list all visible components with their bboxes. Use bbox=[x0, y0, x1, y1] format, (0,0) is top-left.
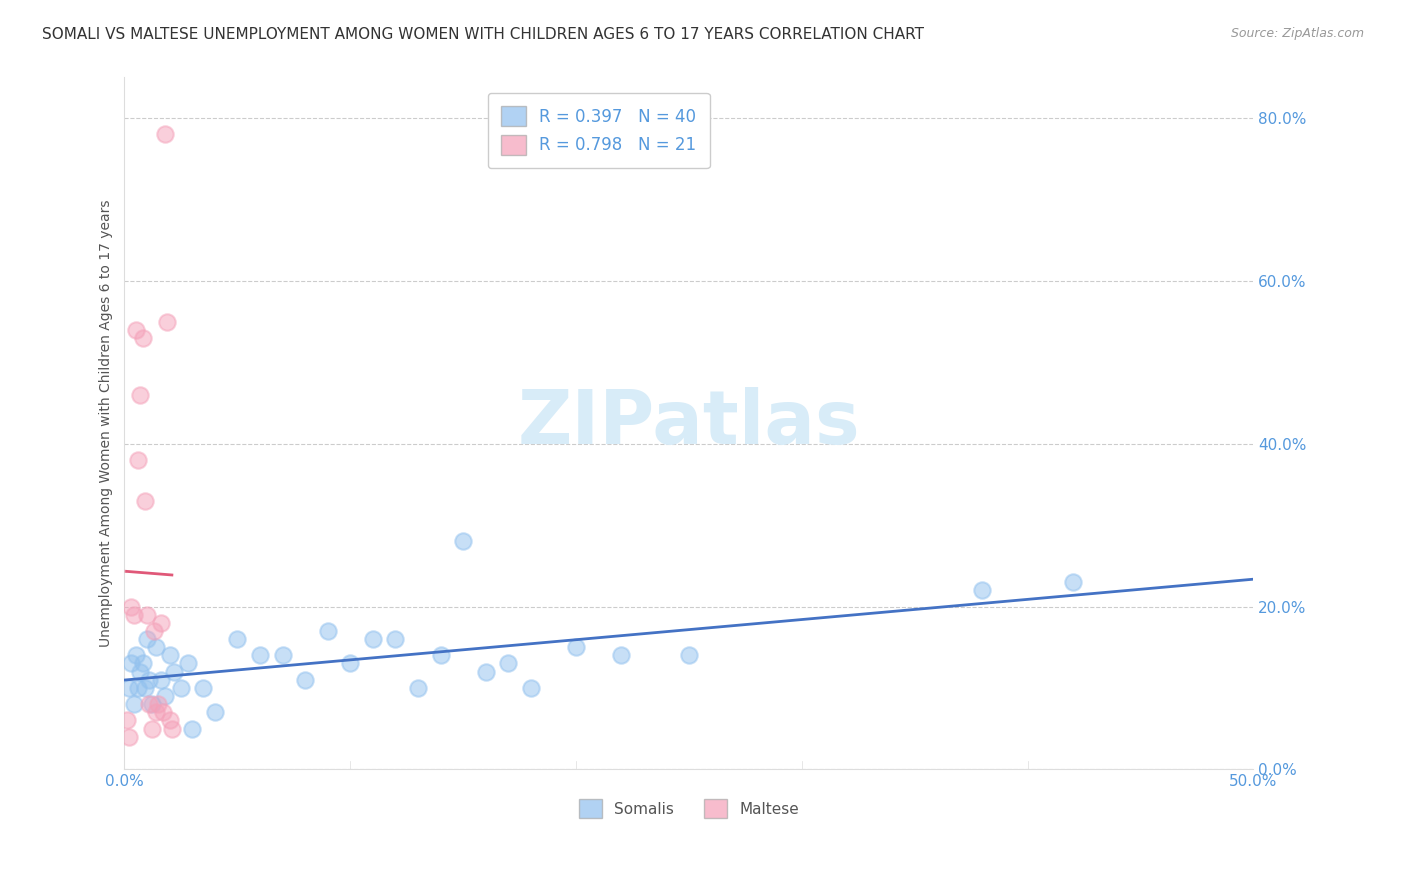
Point bbox=[1062, 575, 1084, 590]
Point bbox=[610, 648, 633, 663]
Point bbox=[122, 697, 145, 711]
Point bbox=[148, 697, 170, 711]
Point bbox=[163, 665, 186, 679]
Point bbox=[145, 706, 167, 720]
Point bbox=[226, 632, 249, 646]
Y-axis label: Unemployment Among Women with Children Ages 6 to 17 years: Unemployment Among Women with Children A… bbox=[100, 200, 114, 647]
Point bbox=[152, 706, 174, 720]
Point bbox=[156, 315, 179, 329]
Point bbox=[361, 632, 384, 646]
Point bbox=[474, 665, 496, 679]
Point bbox=[249, 648, 271, 663]
Point bbox=[127, 681, 149, 695]
Point bbox=[565, 640, 588, 655]
Point bbox=[153, 128, 176, 142]
Point bbox=[496, 657, 519, 671]
Point bbox=[153, 689, 176, 703]
Point bbox=[138, 697, 160, 711]
Point bbox=[134, 681, 156, 695]
Text: SOMALI VS MALTESE UNEMPLOYMENT AMONG WOMEN WITH CHILDREN AGES 6 TO 17 YEARS CORR: SOMALI VS MALTESE UNEMPLOYMENT AMONG WOM… bbox=[42, 27, 924, 42]
Point bbox=[384, 632, 406, 646]
Point bbox=[159, 714, 181, 728]
Legend: Somalis, Maltese: Somalis, Maltese bbox=[572, 793, 806, 824]
Point bbox=[115, 714, 138, 728]
Point bbox=[316, 624, 339, 638]
Text: ZIPatlas: ZIPatlas bbox=[517, 387, 860, 460]
Point bbox=[138, 673, 160, 687]
Point bbox=[125, 323, 148, 337]
Point bbox=[118, 730, 141, 744]
Point bbox=[204, 706, 226, 720]
Point bbox=[678, 648, 700, 663]
Point bbox=[451, 534, 474, 549]
Point bbox=[520, 681, 543, 695]
Point bbox=[145, 640, 167, 655]
Text: Source: ZipAtlas.com: Source: ZipAtlas.com bbox=[1230, 27, 1364, 40]
Point bbox=[170, 681, 193, 695]
Point bbox=[122, 607, 145, 622]
Point bbox=[193, 681, 215, 695]
Point bbox=[118, 681, 141, 695]
Point bbox=[160, 722, 183, 736]
Point bbox=[294, 673, 316, 687]
Point bbox=[429, 648, 451, 663]
Point bbox=[176, 657, 198, 671]
Point bbox=[271, 648, 294, 663]
Point bbox=[142, 624, 165, 638]
Point bbox=[141, 697, 163, 711]
Point bbox=[972, 583, 994, 598]
Point bbox=[141, 722, 163, 736]
Point bbox=[127, 453, 149, 467]
Point bbox=[131, 657, 153, 671]
Point bbox=[149, 673, 172, 687]
Point bbox=[136, 607, 159, 622]
Point bbox=[120, 599, 142, 614]
Point bbox=[159, 648, 181, 663]
Point bbox=[406, 681, 429, 695]
Point bbox=[125, 648, 148, 663]
Point bbox=[181, 722, 204, 736]
Point bbox=[129, 665, 152, 679]
Point bbox=[149, 615, 172, 630]
Point bbox=[120, 657, 142, 671]
Point bbox=[131, 331, 153, 345]
Point bbox=[339, 657, 361, 671]
Point bbox=[129, 388, 152, 402]
Point bbox=[134, 493, 156, 508]
Point bbox=[136, 632, 159, 646]
